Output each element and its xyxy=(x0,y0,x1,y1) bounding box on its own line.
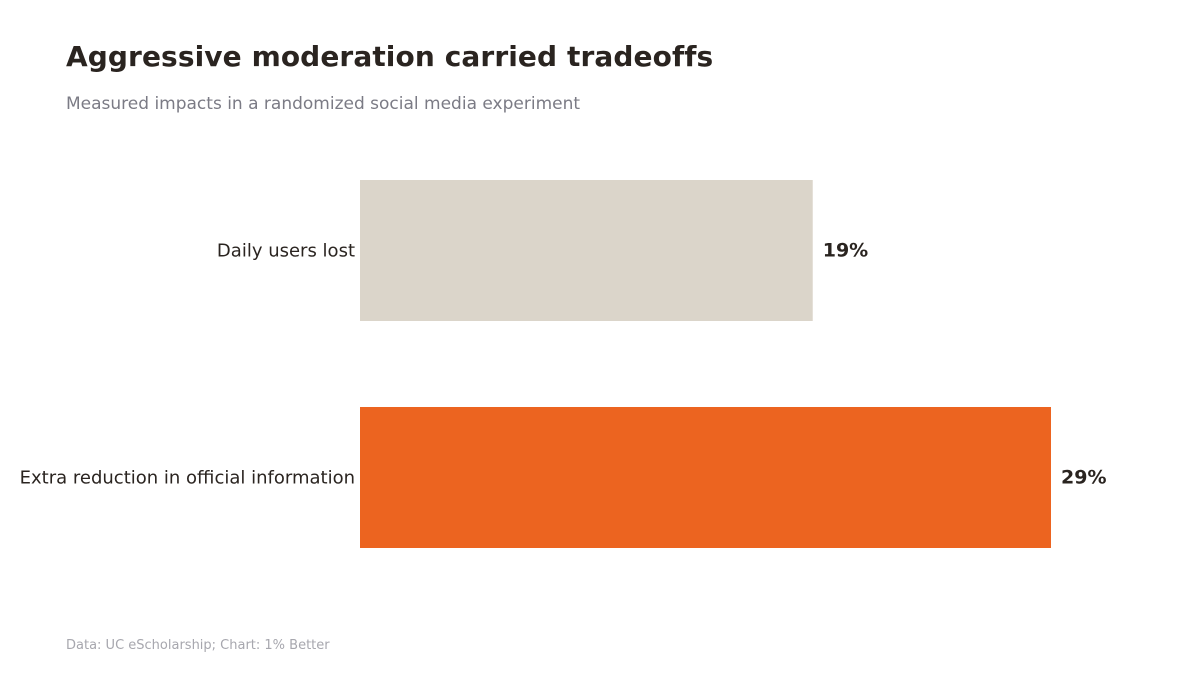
chart-subtitle: Measured impacts in a randomized social … xyxy=(66,94,581,114)
source-note: Data: UC eScholarship; Chart: 1% Better xyxy=(66,638,330,653)
bar-1 xyxy=(360,407,1051,548)
chart-title: Aggressive moderation carried tradeoffs xyxy=(66,40,714,73)
category-label: Daily users lost xyxy=(217,241,355,262)
category-label: Extra reduction in official information xyxy=(20,468,355,489)
value-label: 19% xyxy=(823,240,868,262)
bar-0 xyxy=(360,180,813,321)
value-label: 29% xyxy=(1061,467,1106,489)
